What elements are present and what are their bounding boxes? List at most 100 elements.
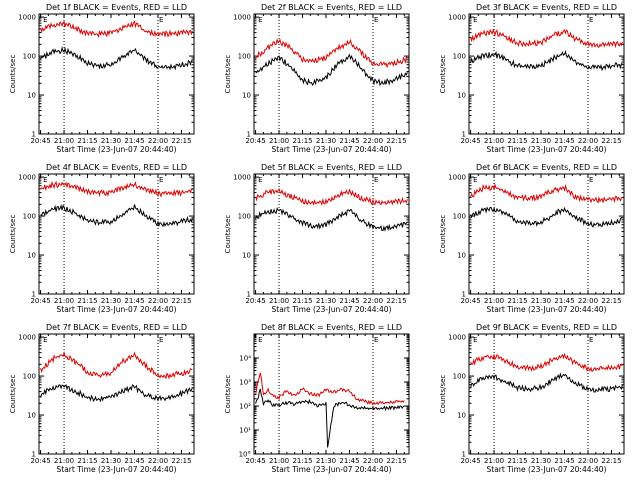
y-axis-label: Counts/sec (224, 215, 232, 254)
series-lld-line (40, 350, 193, 380)
marker-e: E (473, 336, 477, 344)
x-axis-label: Start Time (23-Jun-07 20:44:40) (487, 465, 607, 474)
x-tick-label: 21:30 (531, 137, 551, 145)
x-tick-label: 22:00 (363, 457, 383, 465)
x-tick-label: 21:00 (54, 457, 74, 465)
x-tick-label: 20:45 (460, 137, 480, 145)
y-tick-label: 100 (453, 53, 466, 61)
x-tick-label: 20:45 (460, 297, 480, 305)
marker-e: E (374, 16, 378, 24)
series-lld-line (40, 180, 193, 198)
panel-det-9: Det 9f BLACK = Events, RED = LLD 20:45 21:… (439, 323, 625, 474)
series-lld-line (470, 352, 623, 373)
marker-e: E (43, 16, 47, 24)
x-tick-label: 22:00 (578, 137, 598, 145)
x-tick-label: 21:00 (54, 137, 74, 145)
x-tick-label: 21:15 (292, 457, 312, 465)
y-axis-label: Counts/sec (9, 215, 17, 254)
x-axis-label: Start Time (23-Jun-07 20:44:40) (487, 305, 607, 314)
marker-e: E (374, 336, 378, 344)
marker-e: E (589, 176, 593, 184)
y-tick-label: 10³ (239, 379, 251, 387)
x-tick-label: 21:00 (269, 137, 289, 145)
x-tick-label: 22:00 (363, 137, 383, 145)
x-tick-label: 22:15 (386, 297, 406, 305)
panel-title: Det 7f BLACK = Events, RED = LLD (46, 323, 187, 332)
x-tick-label: 22:00 (148, 137, 168, 145)
y-tick-label: 1000 (18, 14, 36, 22)
x-tick-label: 21:15 (507, 137, 527, 145)
y-tick-label: 1 (462, 291, 466, 299)
y-tick-label: 1000 (448, 174, 466, 182)
x-tick-label: 21:30 (531, 297, 551, 305)
y-tick-label: 100 (238, 213, 251, 221)
y-tick-label: 1 (247, 131, 251, 139)
x-tick-label: 20:45 (30, 137, 50, 145)
y-tick-label: 10 (242, 252, 251, 260)
marker-e: E (43, 176, 47, 184)
y-axis-label: Counts/sec (224, 375, 232, 414)
x-tick-label: 22:15 (171, 457, 191, 465)
x-tick-label: 21:45 (339, 457, 359, 465)
x-tick-label: 21:15 (77, 297, 97, 305)
x-tick-label: 21:45 (554, 457, 574, 465)
y-tick-label: 100 (453, 373, 466, 381)
panel-title: Det 6f BLACK = Events, RED = LLD (476, 163, 617, 172)
x-tick-label: 20:45 (245, 457, 265, 465)
series-lld-line (255, 37, 408, 69)
series-events-line (40, 203, 193, 228)
panel-det-7: Det 7f BLACK = Events, RED = LLD 20:45 21:… (9, 323, 195, 474)
y-tick-label: 1000 (233, 174, 251, 182)
y-tick-label: 10 (27, 92, 36, 100)
plot-frame (253, 173, 410, 295)
x-tick-label: 21:30 (531, 457, 551, 465)
marker-e: E (43, 336, 47, 344)
y-tick-label: 100 (23, 53, 36, 61)
panel-det-6: Det 6f BLACK = Events, RED = LLD 20:45 21:… (439, 163, 625, 314)
y-axis-label: Counts/sec (9, 375, 17, 414)
panel-det-8: Det 8f BLACK = Events, RED = LLD 20:45 21:… (224, 323, 410, 474)
y-axis-label: Counts/sec (439, 375, 447, 414)
x-tick-label: 22:15 (601, 457, 621, 465)
y-tick-label: 10² (239, 403, 251, 411)
x-axis-label: Start Time (23-Jun-07 20:44:40) (272, 305, 392, 314)
y-tick-label: 1 (32, 131, 36, 139)
y-tick-label: 100 (453, 213, 466, 221)
series-events-line (40, 383, 193, 403)
y-tick-label: 1 (32, 291, 36, 299)
x-tick-label: 22:15 (386, 137, 406, 145)
marker-e: E (258, 336, 262, 344)
panel-det-2: Det 2f BLACK = Events, RED = LLD 20:45 21:… (224, 3, 410, 154)
x-tick-label: 21:45 (554, 137, 574, 145)
plot-frame (468, 333, 625, 455)
x-tick-label: 21:15 (77, 457, 97, 465)
x-tick-label: 21:00 (484, 297, 504, 305)
series-lld-line (255, 372, 405, 406)
x-tick-label: 21:15 (507, 297, 527, 305)
y-tick-label: 1 (462, 451, 466, 459)
marker-e: E (473, 176, 477, 184)
x-tick-label: 22:00 (578, 297, 598, 305)
x-axis-label: Start Time (23-Jun-07 20:44:40) (487, 145, 607, 154)
y-tick-label: 10 (27, 412, 36, 420)
x-tick-label: 21:30 (101, 137, 121, 145)
panel-title: Det 1f BLACK = Events, RED = LLD (46, 3, 187, 12)
marker-e: E (374, 176, 378, 184)
x-tick-label: 22:15 (601, 137, 621, 145)
x-tick-label: 21:45 (124, 137, 144, 145)
marker-e: E (258, 16, 262, 24)
x-tick-label: 21:00 (54, 297, 74, 305)
y-axis-label: Counts/sec (439, 215, 447, 254)
y-tick-label: 10° (239, 451, 251, 459)
y-tick-label: 10 (457, 92, 466, 100)
plot-frame (253, 13, 410, 135)
x-axis-label: Start Time (23-Jun-07 20:44:40) (272, 145, 392, 154)
x-tick-label: 21:30 (316, 137, 336, 145)
series-lld-line (255, 187, 408, 206)
y-axis-label: Counts/sec (439, 55, 447, 94)
plot-frame (468, 13, 625, 135)
series-events-line (255, 207, 408, 232)
marker-e: E (159, 176, 163, 184)
series-lld-line (40, 20, 193, 38)
